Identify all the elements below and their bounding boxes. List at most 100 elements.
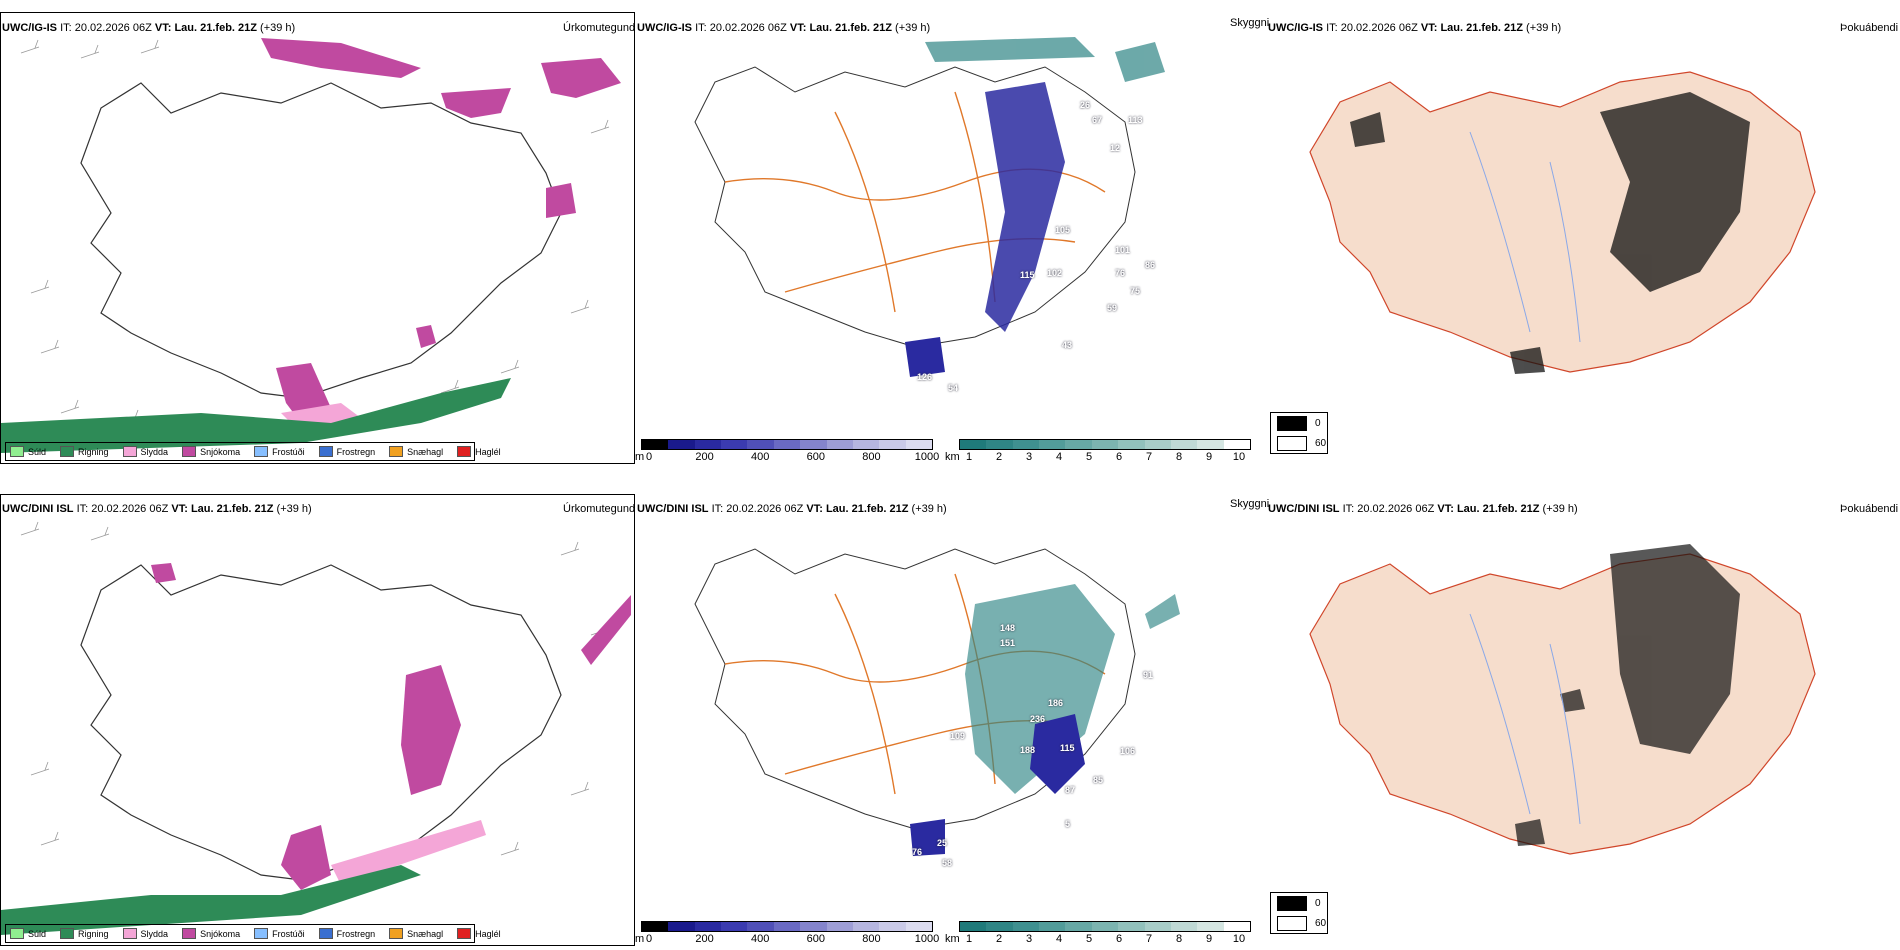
colorbar-segment [960, 440, 987, 449]
ceiling-value-label: 109 [950, 731, 966, 741]
ceiling-value-label: 5 [1065, 819, 1071, 829]
legend-swatch [389, 446, 404, 457]
panel-title-fog-bottom: UWC/DINI ISL IT: 20.02.2026 06Z VT: Lau.… [1268, 503, 1578, 515]
colorbar-segment [800, 922, 827, 931]
fog-map-top [1309, 71, 1816, 374]
ceiling-value-label: 113 [1128, 115, 1143, 125]
colorbar-segment [1012, 440, 1040, 449]
legend-item: Snæhagl [389, 446, 443, 457]
ceiling-value-label: 26 [1080, 100, 1091, 110]
colorbar-segment [1197, 440, 1224, 449]
fog-panel-bottom: 0 60 [1270, 494, 1900, 950]
ceiling-colorbar-top: m 0 200 400 600 800 1000 [635, 437, 939, 462]
fog-legend-bottom: 0 60 [1270, 892, 1328, 934]
fog-legend-swatch [1277, 435, 1307, 451]
ceiling-value-label: 59 [1107, 303, 1118, 313]
colorbar-segment [986, 440, 1013, 449]
fog-legend-value: 60 [1315, 437, 1327, 449]
colorbar-tick: 1 [965, 933, 973, 945]
fog-legend-row: 0 [1271, 893, 1327, 913]
fog-legend-value: 0 [1315, 417, 1321, 429]
ceiling-value-label: 76 [1115, 268, 1126, 278]
legend-swatch [60, 446, 75, 457]
colorbar-segment [1039, 922, 1066, 931]
colorbar-tick: 7 [1145, 933, 1153, 945]
colorbar-tick: 5 [1085, 933, 1093, 945]
colorbar-segment [773, 440, 801, 449]
fog-legend-top: 0 60 [1270, 412, 1328, 454]
panel-title-ceiling-top: UWC/IG-IS IT: 20.02.2026 06Z VT: Lau. 21… [637, 22, 931, 34]
legend-item: Rigning [60, 446, 109, 457]
colorbar-segment [642, 440, 669, 449]
panel-title-ceiling-bottom: UWC/DINI ISL IT: 20.02.2026 06Z VT: Lau.… [637, 503, 947, 515]
ceiling-panel-top: m 0 200 400 600 800 1000 km 1 2 3 4 5 6 7 8 9 10 [635, 12, 1265, 462]
colorbar-tick: 600 [806, 933, 825, 945]
panel-label-precip-top: Úrkomutegund [563, 22, 636, 34]
colorbar-segment [642, 922, 669, 931]
legend-label: Rigning [78, 928, 109, 939]
colorbar-tick: 10 [1232, 933, 1246, 945]
colorbar-tick: 1000 [914, 451, 940, 462]
colorbar-segment [905, 440, 932, 449]
legend-item: Rigning [60, 928, 109, 939]
colorbar-segment [1170, 440, 1198, 449]
ceiling-value-label: 105 [1055, 225, 1071, 235]
legend-item: Súld [10, 928, 46, 939]
colorbar-segment [800, 440, 827, 449]
ceiling-value-label: 151 [1000, 638, 1016, 648]
visibility-colorbar-top: km 1 2 3 4 5 6 7 8 9 10 [945, 437, 1251, 462]
colorbar-segment [960, 922, 987, 931]
legend-item: Súld [10, 446, 46, 457]
panel-label-ceiling-top: Skyggni [1230, 17, 1270, 29]
colorbar-tick: 5 [1085, 451, 1093, 462]
ceiling-value-label: 115 [1060, 743, 1075, 753]
ceiling-value-label: 85 [1093, 775, 1104, 785]
panel-title-precip-bottom: UWC/DINI ISL IT: 20.02.2026 06Z VT: Lau.… [2, 503, 312, 515]
ceiling-value-label: 188 [1020, 745, 1036, 755]
ceiling-value-label: 102 [1047, 268, 1063, 278]
colorbar-tick: 200 [695, 451, 714, 462]
ceiling-value-label: 25 [937, 838, 948, 848]
legend-item: Slydda [122, 446, 168, 457]
legend-label: Rigning [78, 446, 109, 457]
legend-item: Slydda [122, 928, 168, 939]
legend-label: Haglél [475, 928, 501, 939]
colorbar-segment [1091, 922, 1119, 931]
fog-panel-top: 0 60 [1270, 12, 1900, 462]
colorbar-segment [668, 440, 695, 449]
ceiling-value-label: 67 [1092, 115, 1103, 125]
legend-item: Frostregn [318, 446, 375, 457]
colorbar-segment [747, 440, 774, 449]
colorbar-segment [1118, 922, 1145, 931]
colorbar-tick: 8 [1175, 451, 1183, 462]
legend-item: Snjókoma [182, 446, 240, 457]
ceiling-value-label: 186 [1048, 698, 1064, 708]
colorbar-segment [826, 922, 853, 931]
colorbar-tick: 400 [751, 933, 770, 945]
colorbar-segment [694, 922, 722, 931]
fog-legend-swatch [1277, 895, 1307, 911]
ceiling-value-label: 236 [1030, 714, 1046, 724]
legend-swatch [10, 928, 24, 939]
colorbar-segment [1118, 440, 1145, 449]
legend-swatch [457, 446, 472, 457]
colorbar-segment [1223, 922, 1250, 931]
fog-dark-areas [1350, 92, 1750, 374]
ceiling-value-label: 43 [1062, 340, 1073, 350]
panel-label-ceiling-bottom: Skyggni [1230, 498, 1270, 510]
legend-swatch [457, 928, 472, 939]
legend-swatch [182, 446, 197, 457]
colorbar-tick: 10 [1232, 451, 1246, 462]
legend-label: Snjókoma [200, 446, 241, 457]
colorbar-segment [721, 922, 748, 931]
ceiling-value-label: 126 [917, 372, 933, 382]
panel-label-precip-bottom: Úrkomutegund [563, 503, 636, 515]
colorbar-segment [694, 440, 722, 449]
colorbar-segment [1012, 922, 1040, 931]
colorbar-tick: 7 [1145, 451, 1153, 462]
legend-swatch [122, 928, 137, 939]
ceiling-map-top [694, 37, 1165, 377]
colorbar-segment [1223, 440, 1250, 449]
colorbar-tick: 8 [1175, 933, 1183, 945]
colorbar-segment [1065, 440, 1092, 449]
